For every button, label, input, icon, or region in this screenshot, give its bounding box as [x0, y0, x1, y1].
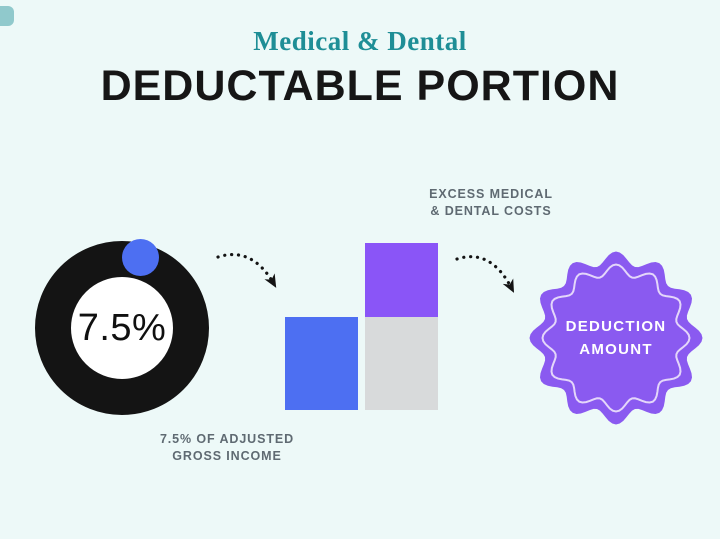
bars-caption: EXCESS MEDICAL & DENTAL COSTS: [381, 186, 601, 220]
badge-label-line2: AMOUNT: [579, 341, 653, 358]
corner-accent-shape: [0, 6, 14, 26]
donut-marker-dot: [122, 239, 159, 276]
threshold-bar: [285, 317, 358, 410]
donut-percentage-value: 7.5%: [77, 306, 167, 349]
excess-costs-bar-segment: [365, 243, 438, 317]
deduction-badge: [529, 251, 703, 425]
eyebrow-subtitle: Medical & Dental: [253, 26, 467, 56]
donut-caption-line1: 7.5% OF ADJUSTED: [159, 432, 295, 446]
agi-donut-chart: 7.5%: [35, 241, 209, 415]
base-costs-bar-segment: [365, 317, 438, 410]
page-title: DEDUCTABLE PORTION: [100, 62, 620, 110]
badge-inner-ring: [541, 263, 691, 413]
badge-label: DEDUCTION AMOUNT: [524, 246, 708, 430]
badge-label-line1: DEDUCTION: [565, 318, 667, 335]
donut-caption-line2: GROSS INCOME: [172, 449, 282, 463]
bars-caption-line1: EXCESS MEDICAL: [429, 187, 553, 201]
arrow-bars-to-badge-icon: [455, 255, 515, 293]
arrow-donut-to-bars-icon: [216, 252, 277, 288]
bars-caption-line2: & DENTAL COSTS: [430, 204, 552, 218]
badge-wavy-shape: [529, 251, 703, 425]
donut-caption: 7.5% OF ADJUSTED GROSS INCOME: [117, 431, 337, 465]
